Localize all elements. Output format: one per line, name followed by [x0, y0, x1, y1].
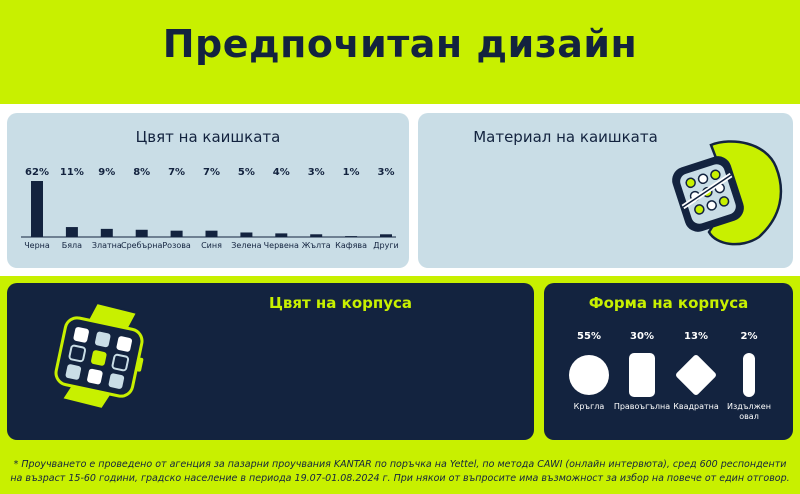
bar: [345, 236, 358, 237]
shape-category-label: Кръгла: [574, 402, 605, 411]
bar: [31, 181, 43, 237]
shape-value-label: 55%: [577, 331, 601, 342]
strap-material-title: Материал на каишката: [473, 128, 658, 146]
case-color-title: Цвят на корпуса: [268, 294, 413, 312]
bar-value-label: 7%: [203, 167, 220, 178]
smartwatch-icon: [54, 301, 144, 411]
diamond-square-shape-icon: [676, 355, 716, 395]
bar: [135, 229, 148, 237]
bar-value-label: 9%: [98, 167, 115, 178]
category-tick-label: Жълта: [302, 241, 331, 250]
footnote-line-2: на възраст 15-60 години, градско населен…: [10, 473, 790, 484]
bar: [65, 227, 78, 237]
bar: [170, 230, 183, 237]
case-shape-panel: Форма на корпуса 55% Кръгла 30% Правоъгълна…: [544, 283, 793, 440]
shape-value-label: 13%: [684, 331, 708, 342]
bar: [240, 232, 253, 237]
bar: [205, 230, 218, 237]
bar: [380, 234, 392, 237]
elongated-oval-shape-icon: [743, 353, 755, 397]
circle-shape-icon: [569, 355, 609, 395]
shape-value-label: 2%: [741, 331, 758, 342]
case-shape-title: Форма на корпуса: [588, 294, 749, 312]
case-color-panel: Цвят на корпуса 61%Черен11%Розовозлато11…: [7, 283, 534, 440]
bar-value-label: 5%: [238, 167, 255, 178]
bar-value-label: 7%: [168, 167, 185, 178]
category-tick-label: Златна: [92, 241, 122, 250]
shape-category-label: Правоъгълна: [614, 402, 670, 411]
shape-category-label: овал: [739, 412, 759, 421]
bar: [100, 228, 113, 237]
bar-value-label: 62%: [25, 167, 49, 178]
bar-value-label: 8%: [133, 167, 150, 178]
category-tick-label: Черна: [24, 241, 50, 250]
shape-category-label: Издължен: [727, 402, 771, 411]
bar: [275, 233, 288, 237]
shape-category-label: Квадратна: [673, 402, 719, 411]
bar-value-label: 1%: [343, 167, 360, 178]
strap-color-panel: Цвят на каишката 62% Черна 11% Бяла 9% Златна…: [7, 113, 409, 268]
rounded-rectangle-shape-icon: [629, 353, 655, 397]
footnote-line-1: * Проучването е проведено от агенция за …: [13, 459, 787, 470]
bar-value-label: 3%: [308, 167, 325, 178]
strap-material-panel: Материал на каишката 72%Силиконова18%Кож…: [418, 113, 793, 268]
bar-value-label: 4%: [273, 167, 290, 178]
category-tick-label: Други: [373, 241, 398, 250]
category-tick-label: Сребърна: [121, 241, 162, 250]
bar: [310, 234, 323, 237]
bar-value-label: 3%: [378, 167, 395, 178]
strap-color-chart: 62% Черна 11% Бяла 9% Златна 8% Сребърна 7% Розов…: [21, 167, 399, 250]
category-tick-label: Червена: [264, 241, 299, 250]
shape-value-label: 30%: [630, 331, 654, 342]
page-title: Предпочитан дизайн: [162, 22, 638, 66]
category-tick-label: Зелена: [231, 241, 261, 250]
category-tick-label: Кафява: [335, 241, 367, 250]
category-tick-label: Синя: [201, 241, 222, 250]
bar-value-label: 11%: [60, 167, 84, 178]
case-shape-chart: 55% Кръгла 30% Правоъгълна 13% Квадратна 2% Изд…: [569, 331, 771, 421]
category-tick-label: Бяла: [62, 241, 82, 250]
category-tick-label: Розова: [162, 241, 191, 250]
footnote: * Проучването е проведено от агенция за …: [0, 458, 800, 486]
watch-strap-icon: [672, 140, 783, 246]
strap-color-title: Цвят на каишката: [135, 128, 281, 146]
